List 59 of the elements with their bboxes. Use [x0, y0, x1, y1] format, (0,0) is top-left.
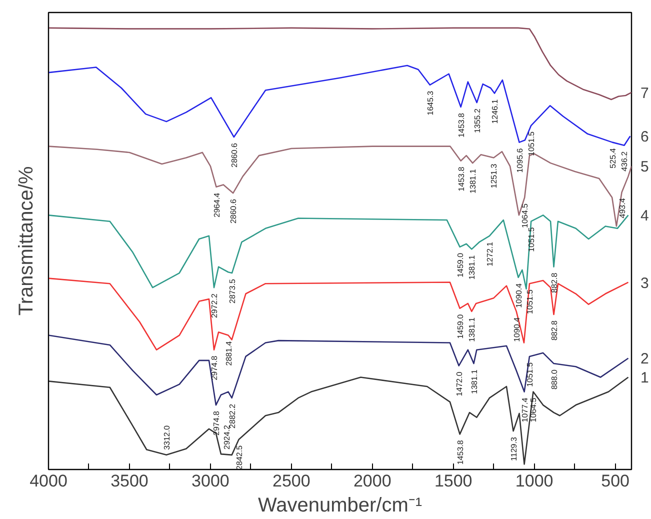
annotation: 1381.1	[468, 254, 477, 280]
annotation: 1090.4	[514, 282, 524, 308]
annotation: 2972.2	[210, 293, 220, 318]
y-axis-title: Transmittance/%	[16, 166, 38, 316]
x-tick-label: 1000	[515, 472, 554, 490]
series-label: 1	[640, 370, 649, 387]
x-tick-label: 3500	[110, 472, 148, 490]
annotation: 436.2	[620, 150, 630, 172]
series-label: 2	[640, 350, 649, 368]
series-label: 5	[640, 158, 649, 176]
annotation: 1077.4	[520, 397, 530, 422]
annotation: 2974.8	[210, 355, 220, 380]
annotation: 1051.5	[525, 362, 534, 387]
annotation: 1381.1	[470, 368, 479, 394]
annotation: 1051.5	[527, 130, 536, 156]
annotation: 1251.3	[490, 163, 499, 188]
x-tick-label: 3000	[192, 472, 230, 490]
annotation: 493.4	[618, 198, 627, 218]
annotation: 1459.0	[456, 252, 465, 278]
series-label: 3	[640, 274, 649, 292]
annotation: 1459.0	[456, 314, 465, 339]
annotation: 2964.4	[212, 192, 222, 218]
annotation: 1051.5	[527, 226, 536, 252]
annotation: 1453.8	[456, 112, 466, 138]
annotation: 2860.6	[229, 198, 238, 224]
x-tick-label: 2500	[272, 472, 310, 490]
annotation: 2873.5	[228, 278, 237, 304]
annotation: 1355.2	[472, 108, 482, 134]
annotation: 2860.6	[230, 142, 239, 168]
annotation: 882.8	[550, 320, 559, 341]
annotation: 1129.3	[509, 436, 518, 461]
annotation: 882.8	[550, 272, 559, 293]
annotation: 1246.1	[490, 98, 500, 124]
annotation: 2881.4	[224, 340, 234, 366]
annotation: 1051.5	[525, 289, 534, 314]
annotation: 1381.1	[468, 316, 477, 342]
annotation: 1095.6	[515, 148, 524, 173]
annotation: 3312.0	[162, 424, 172, 450]
series-label: 4	[640, 208, 649, 225]
annotation: 1381.1	[468, 168, 478, 194]
annotation: 1064.5	[529, 397, 538, 422]
annotation: 525.4	[608, 148, 618, 168]
x-tick-label: 4000	[30, 472, 68, 490]
x-tick-label: 1500	[434, 472, 472, 490]
annotation: 888.0	[550, 368, 559, 390]
annotation: 1645.3	[426, 90, 435, 116]
x-axis-title: Wavenumber/cm⁻¹	[258, 494, 422, 516]
annotation: 1272.1	[485, 241, 494, 266]
x-tick-label: 2000	[353, 472, 392, 490]
x-tick-label: 500	[601, 472, 630, 490]
annotation: 1090.4	[512, 316, 522, 342]
annotation: 2974.8	[212, 410, 221, 436]
annotation: 1453.8	[456, 440, 465, 465]
annotation: 1064.5	[520, 202, 530, 228]
series-label: 6	[640, 128, 649, 146]
series-label: 7	[640, 84, 649, 102]
annotation: 1472.0	[454, 371, 464, 396]
annotation: 1453.8	[456, 166, 466, 192]
annotation: 2842.5	[234, 444, 244, 470]
